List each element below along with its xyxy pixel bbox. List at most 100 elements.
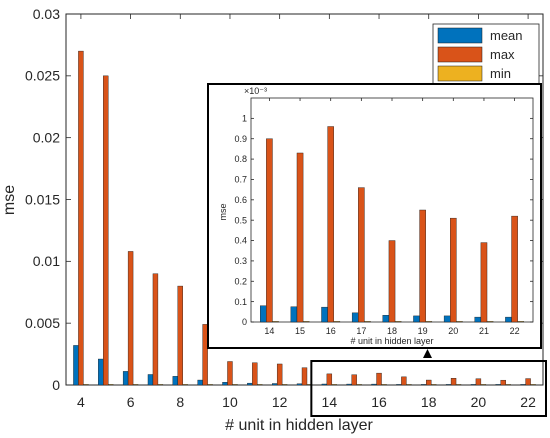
main-bar-max [326,373,333,386]
inset-bar-max [266,138,273,323]
main-bar-max [127,251,134,386]
main-y-axis: 0 0.005 0.01 0.015 0.02 0.025 0.03 [25,6,543,393]
main-bar-mean [122,371,129,386]
main-bar-mean [172,376,178,386]
inset-xtick-label: 15 [295,326,305,336]
legend-label-max: max [490,47,515,62]
inset-bar-mean [321,306,328,323]
inset-ytick-label: 0.3 [234,256,247,266]
main-bar-min [431,384,437,386]
inset-bar-min [394,321,402,323]
main-bar-max [450,377,457,386]
inset-bar-min [272,321,279,323]
inset-bar-max [388,240,396,323]
main-ylabel: mse [1,185,18,215]
main-bar-mean [73,345,79,386]
main-ytick-label: 0.015 [25,191,60,207]
main-ytick-label: 0.025 [25,68,60,84]
main-bar-max [351,374,357,386]
inset-xtick-label: 21 [479,326,489,336]
main-bar-min [182,384,188,386]
main-bar-min [108,384,114,386]
main-bar-mean [222,382,228,386]
inset-xtick-label: 18 [387,326,397,336]
main-bar-min [281,384,288,386]
inset-bar-max [511,215,518,323]
inset-bar-min [517,321,525,323]
highlight-box [310,360,547,417]
main-bar-max [401,376,407,386]
main-ytick-label: 0.01 [33,253,60,269]
inset-bar-max [419,209,426,323]
inset-bar-min [302,321,310,323]
inset-xtick-label: 20 [448,326,458,336]
main-bar-mean [396,384,402,386]
main-xtick-label: 4 [77,394,85,410]
main-bar-mean [445,384,452,386]
inset-y-axis: 0 0.1 0.2 0.3 0.4 0.5 0.6 0.7 0.8 0.9 1 [234,114,533,327]
inset-bar-min [486,321,494,323]
inset-ytick-label: 0 [242,317,247,327]
legend-swatch-min [437,65,483,82]
main-xtick-label: 8 [176,394,184,410]
main-bar-min [207,384,213,386]
inset-chart: 0 0.1 0.2 0.3 0.4 0.5 0.6 0.7 0.8 0.9 1 14 15 16 17 18… [207,83,542,349]
main-bar-min [356,384,362,386]
main-bars [73,50,536,386]
inset-exponent-label: ×10⁻³ [244,86,267,96]
main-bar-max [78,50,84,386]
main-xtick-label: 20 [471,394,487,410]
inset-ytick-label: 0.2 [234,276,247,286]
inset-bar-max [450,217,457,323]
main-bar-max [525,378,531,386]
inset-ytick-label: 0.4 [234,236,247,246]
inset-bar-mean [443,315,451,323]
legend-label-mean: mean [490,28,523,43]
main-xtick-label: 22 [520,394,536,410]
inset-bar-mean [259,305,267,323]
inset-bar-mean [474,316,482,323]
inset-bar-max [480,242,488,323]
inset-ytick-label: 0.8 [234,154,247,164]
main-bar-mean [272,383,278,386]
main-xtick-label: 10 [222,394,238,410]
main-bar-mean [321,383,328,386]
main-bar-max [177,285,183,386]
main-ytick-label: 0 [52,377,60,393]
main-ytick-label: 0.005 [25,315,60,331]
inset-pointer-arrow [423,349,432,358]
main-bar-max [475,378,482,386]
inset-ytick-label: 1 [242,114,247,124]
main-bar-mean [470,384,477,386]
main-xtick-label: 12 [272,394,288,410]
inset-bar-min [333,321,341,323]
inset-ytick-label: 0.7 [234,175,247,185]
main-xlabel: # unit in hidden layer [225,417,373,434]
main-bar-min [331,384,337,386]
main-bar-max [276,363,283,386]
main-bar-max [376,372,382,386]
main-xtick-label: 18 [421,394,437,410]
main-xtick-label: 14 [322,394,338,410]
main-bar-mean [371,383,377,386]
main-bar-mean [147,374,154,386]
main-ytick-label: 0.03 [33,6,60,22]
main-bar-min [480,384,487,386]
main-bar-min [530,384,536,386]
main-bar-mean [296,383,303,386]
main-xtick-label: 6 [127,394,135,410]
legend: mean max min [432,23,540,86]
main-bar-min [157,384,164,386]
inset-xlabel: # unit in hidden layer [350,336,433,346]
inset-bar-max [358,187,365,323]
main-bar-mean [495,384,501,386]
inset-xtick-label: 17 [356,326,366,336]
inset-bar-min [425,321,433,323]
legend-swatch-mean [437,27,483,44]
main-bar-mean [520,384,526,386]
inset-bar-max [296,152,304,323]
inset-bar-min [456,321,463,323]
inset-ytick-label: 0.5 [234,215,247,225]
main-bar-mean [346,383,352,386]
